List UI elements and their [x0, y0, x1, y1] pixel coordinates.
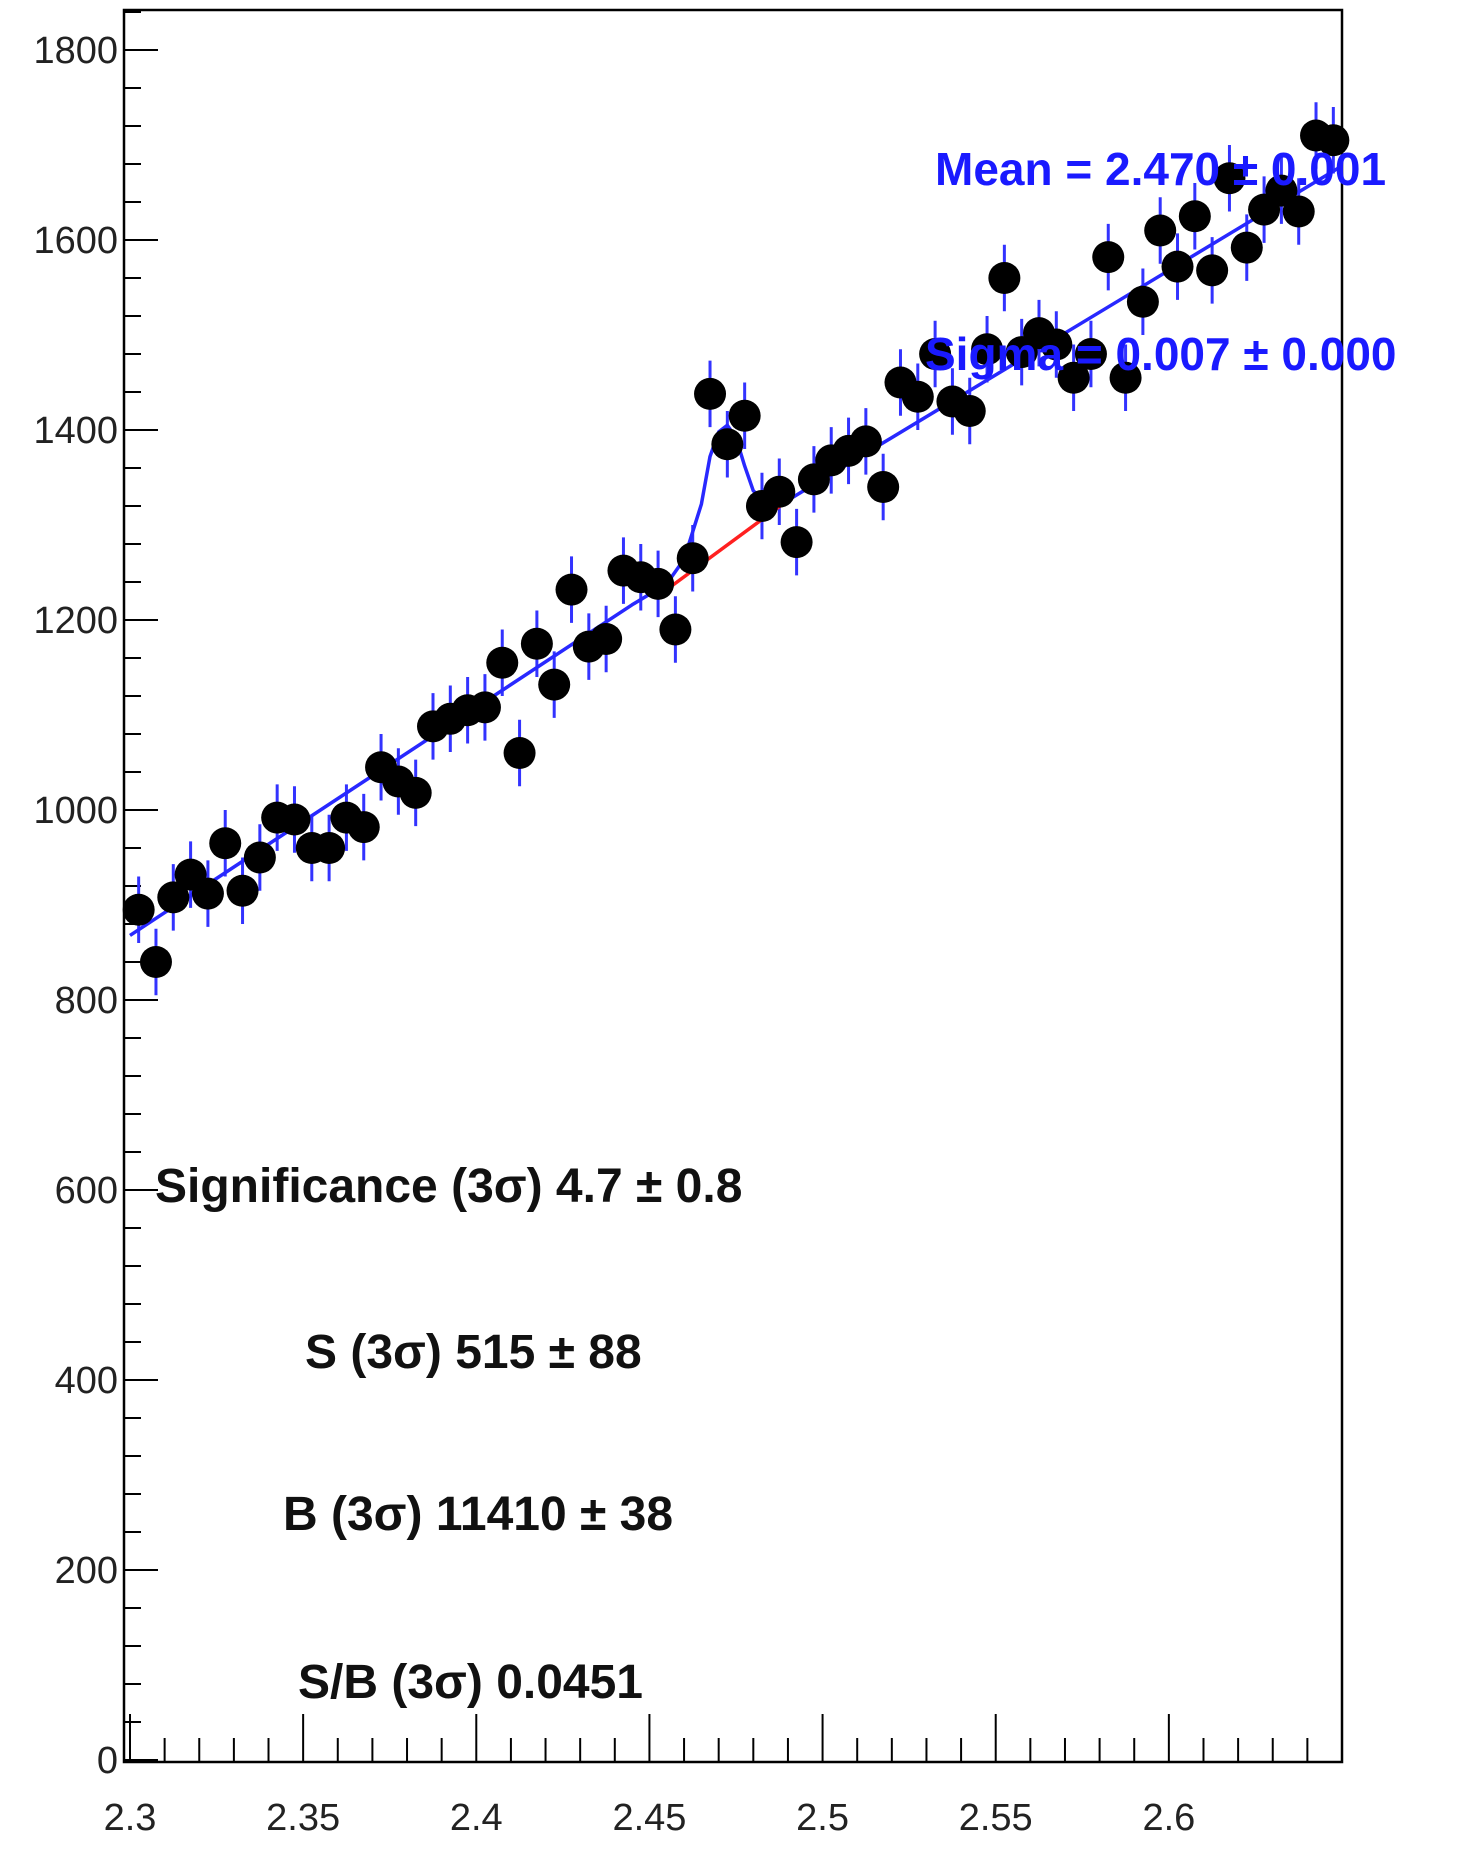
data-point [555, 573, 588, 606]
y-tick-label: 1200 [33, 600, 118, 642]
y-tick-label: 200 [55, 1550, 118, 1592]
y-tick-label: 1400 [33, 410, 118, 452]
y-tick-label: 400 [55, 1360, 118, 1402]
y-tick-label: 1800 [33, 30, 118, 72]
y-tick-label: 1000 [33, 790, 118, 832]
data-point [1317, 124, 1350, 157]
data-point [157, 881, 190, 914]
x-tick-label: 2.5 [796, 1797, 849, 1839]
data-point [538, 668, 571, 701]
data-point [468, 691, 501, 724]
x-tick-label: 2.3 [104, 1797, 157, 1839]
data-point [1074, 338, 1107, 370]
data-point [1092, 241, 1125, 274]
data-point [347, 811, 380, 844]
data-point [139, 946, 172, 978]
x-tick-label: 2.4 [450, 1797, 503, 1839]
data-point [486, 646, 519, 679]
data-point [867, 471, 900, 503]
data-point [676, 542, 709, 575]
data-point [971, 333, 1004, 366]
data-point [694, 377, 727, 410]
y-tick-label: 600 [55, 1170, 118, 1212]
data-point [1282, 195, 1315, 228]
x-tick-label: 2.55 [959, 1797, 1033, 1839]
data-point [763, 475, 796, 508]
signal-annotation: S (3σ) 515 ± 88 [305, 1326, 642, 1379]
data-point [642, 567, 675, 600]
data-points [122, 119, 1350, 978]
significance-annotation: Significance (3σ) 4.7 ± 0.8 [155, 1160, 742, 1213]
data-point [520, 627, 553, 660]
mean-annotation: Mean = 2.470 ± 0.001 [935, 143, 1386, 195]
data-point [659, 613, 692, 646]
data-point [503, 737, 536, 769]
y-tick-label: 0 [97, 1740, 118, 1782]
ratio-annotation: S/B (3σ) 0.0451 [298, 1656, 643, 1709]
data-point [1144, 214, 1177, 247]
data-point [313, 832, 346, 864]
data-point [919, 338, 952, 370]
axis-tick-labels: 0 200 400 600 800 1000 1200 1400 1600 1800 2.3 2.35… [33, 30, 1195, 1839]
data-point [278, 803, 311, 836]
data-point [122, 893, 155, 926]
x-tick-label: 2.35 [266, 1797, 340, 1839]
data-point [1161, 250, 1194, 283]
data-point [191, 877, 224, 910]
data-point [226, 874, 259, 907]
data-point [1196, 254, 1229, 287]
x-tick-label: 2.6 [1142, 1797, 1195, 1839]
x-tick-label: 2.45 [612, 1797, 686, 1839]
fit-results: Mean = 2.470 ± 0.001 Sigma = 0.007 ± 0.0… [925, 143, 1397, 380]
data-point [953, 395, 986, 427]
data-point [901, 380, 934, 413]
data-point [1213, 162, 1246, 195]
y-tick-label: 1600 [33, 220, 118, 262]
yield-summary: Significance (3σ) 4.7 ± 0.8 S (3σ) 515 ±… [155, 1160, 742, 1709]
data-point [1178, 200, 1211, 233]
data-point [711, 428, 744, 461]
data-point [590, 623, 623, 655]
sigma-annotation: Sigma = 0.007 ± 0.000 [925, 328, 1397, 380]
data-point [1040, 328, 1073, 361]
data-point [1126, 285, 1159, 318]
data-point [1109, 361, 1142, 394]
data-point [728, 399, 761, 432]
data-point [849, 425, 882, 458]
y-tick-label: 800 [55, 980, 118, 1022]
data-point [1057, 361, 1090, 394]
data-point [399, 776, 432, 809]
background-annotation: B (3σ) 11410 ± 38 [283, 1488, 673, 1541]
data-point [209, 827, 242, 860]
data-point [1230, 231, 1263, 264]
data-point [780, 526, 813, 559]
data-point [243, 841, 276, 874]
axis-ticks [124, 11, 1343, 1762]
data-point [988, 262, 1021, 294]
